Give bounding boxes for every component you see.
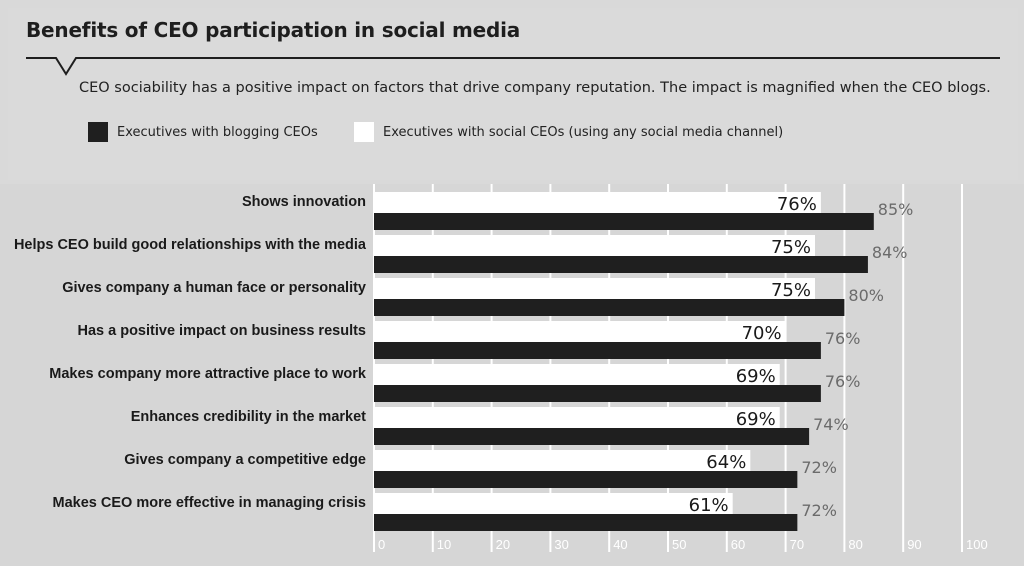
x-tick-label: 0	[378, 537, 385, 552]
x-tick-label: 60	[731, 537, 745, 552]
bar-social	[374, 235, 815, 256]
chart-title: Benefits of CEO participation in social …	[26, 18, 521, 42]
legend-item-blogging: Executives with blogging CEOs	[88, 122, 318, 142]
data-label-social: 70%	[742, 323, 782, 344]
data-label-blogging: 72%	[801, 458, 837, 477]
data-label-social: 75%	[771, 280, 811, 301]
bar-blogging	[374, 256, 868, 273]
data-label-social: 76%	[777, 194, 817, 215]
x-tick-label: 70	[790, 537, 804, 552]
category-label: Has a positive impact on business result…	[77, 323, 367, 339]
chart-subtitle: CEO sociability has a positive impact on…	[79, 80, 991, 96]
bar-blogging	[374, 428, 810, 445]
bar-blogging	[374, 471, 798, 488]
data-label-social: 69%	[736, 366, 776, 387]
data-label-social: 75%	[771, 237, 811, 258]
legend-label-blogging: Executives with blogging CEOs	[117, 124, 318, 140]
bar-social	[374, 278, 815, 299]
title-underline	[26, 57, 1000, 76]
x-tick-label: 90	[907, 537, 921, 552]
data-label-blogging: 85%	[878, 200, 914, 219]
data-label-blogging: 74%	[813, 415, 849, 434]
bar-blogging	[374, 342, 821, 359]
bar-social	[374, 364, 780, 385]
x-tick-label: 10	[437, 537, 451, 552]
bar-blogging	[374, 213, 874, 230]
bar-social	[374, 450, 751, 471]
category-label: Shows innovation	[241, 194, 366, 210]
x-tick-label: 40	[613, 537, 627, 552]
bar-blogging	[374, 385, 821, 402]
bar-blogging	[374, 514, 798, 531]
x-tick-label: 30	[554, 537, 568, 552]
category-label: Enhances credibility in the market	[130, 409, 366, 425]
bar-blogging	[374, 299, 845, 316]
data-label-blogging: 84%	[872, 243, 908, 262]
data-label-blogging: 72%	[801, 501, 837, 520]
legend-label-social: Executives with social CEOs (using any s…	[383, 124, 784, 140]
data-label-blogging: 76%	[825, 329, 861, 348]
data-label-blogging: 76%	[825, 372, 861, 391]
data-label-blogging: 80%	[848, 286, 884, 305]
category-label: Gives company a competitive edge	[124, 452, 366, 468]
category-label: Gives company a human face or personalit…	[62, 280, 366, 296]
bar-social	[374, 321, 786, 342]
x-tick-label: 80	[848, 537, 862, 552]
legend-item-social: Executives with social CEOs (using any s…	[354, 122, 783, 142]
category-label: Makes CEO more effective in managing cri…	[52, 495, 366, 511]
header-panel	[8, 8, 1018, 180]
x-tick-label: 100	[966, 537, 988, 552]
x-tick-label: 20	[496, 537, 510, 552]
data-label-social: 61%	[689, 495, 729, 516]
x-tick-label: 50	[672, 537, 686, 552]
data-label-social: 64%	[706, 452, 746, 473]
bar-social	[374, 493, 733, 514]
category-label: Makes company more attractive place to w…	[49, 366, 366, 382]
legend-swatch-social	[354, 122, 374, 142]
data-label-social: 69%	[736, 409, 776, 430]
category-label: Helps CEO build good relationships with …	[13, 237, 366, 253]
bar-social	[374, 192, 821, 213]
legend-swatch-blogging	[88, 122, 108, 142]
bar-social	[374, 407, 780, 428]
